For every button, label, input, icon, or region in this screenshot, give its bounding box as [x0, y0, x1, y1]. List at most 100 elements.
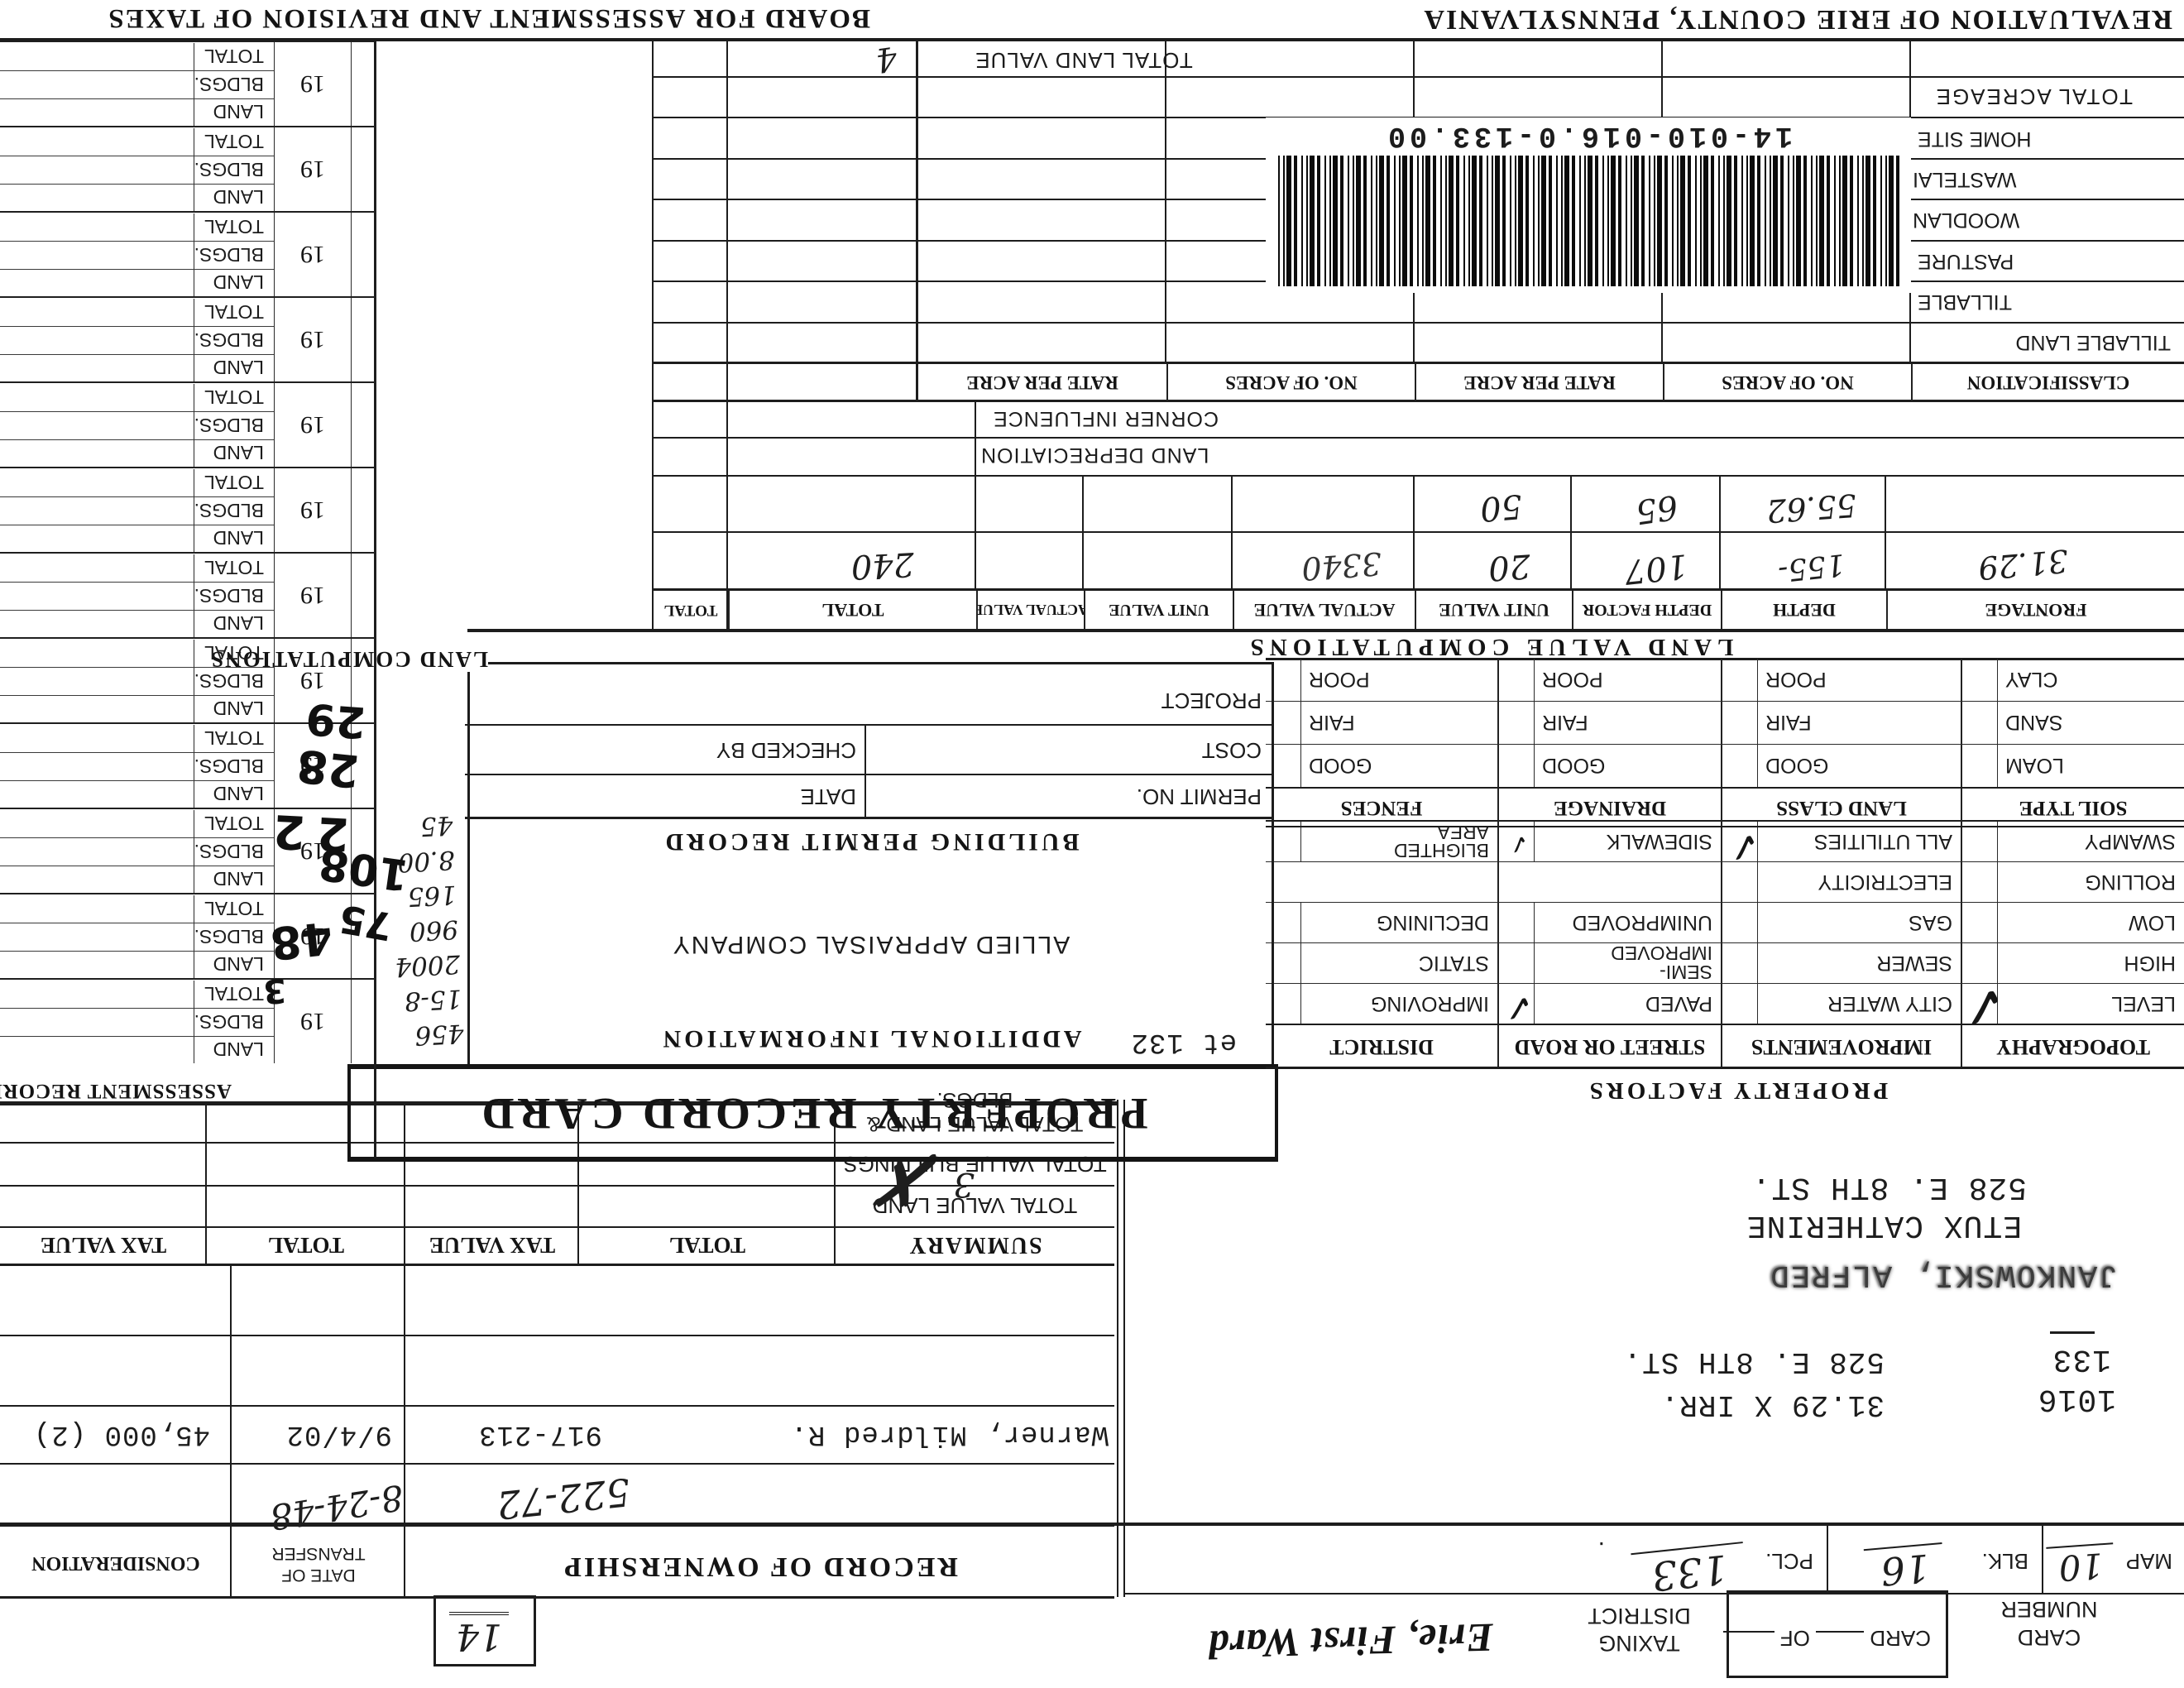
topography-level: LEVEL ✓ — [1956, 970, 2184, 1042]
classification-home-site: HOME SITE — [1918, 127, 2032, 151]
summary-top-line — [0, 1264, 1114, 1266]
blk-label: BLK. — [1981, 1549, 2028, 1574]
classification-col-header: CLASSIFICATION — [1911, 364, 2184, 400]
street-unimproved: UNIMPROVED — [1497, 903, 1721, 942]
drainage-poor: POOR — [1497, 659, 1721, 701]
assessment-bldgs-row: BLDGS. — [0, 241, 274, 269]
drainage-good: GOOD — [1497, 745, 1721, 787]
ownership-row-line-2 — [0, 1405, 1114, 1407]
summary-tax-value-col-header-2: TAX VALUE — [40, 1233, 167, 1258]
fences-col-header: FENCES — [1340, 797, 1423, 819]
summary-total-col-header-2: TOTAL — [267, 1233, 345, 1258]
no-of-acres-col-header-1: NO. OF ACRES — [1663, 364, 1911, 400]
ownership-row-line-1 — [0, 1463, 1114, 1465]
depth-value-row2-handwritten: 55.62 — [1765, 487, 1858, 530]
title-band-box: PROPERTY RECORD CARD — [347, 1064, 1278, 1162]
permit-cost-label: COST — [1201, 738, 1262, 763]
district-col-header: DISTRICT — [1329, 1035, 1434, 1059]
blk-value: 16 — [1864, 1542, 1947, 1596]
taxing-district-stamp: Erie, First Ward — [1207, 1614, 1494, 1668]
land-comp-figure: 456 — [414, 1018, 465, 1051]
assessment-year-cell: 19 — [274, 554, 352, 637]
total-land-value-label: TOTAL LAND VALUE — [975, 48, 1193, 73]
assessment-year-cell: 19 — [274, 127, 352, 211]
ownership-entry-name: Warner, Mildred R. — [789, 1418, 1109, 1450]
classification-pasture: PASTURE — [1918, 250, 2014, 273]
card-of-card-label: CARD — [1870, 1626, 1931, 1651]
computations-top-line — [467, 629, 2184, 632]
ownership-entry-book-page-handwritten: 522-72 — [494, 1469, 633, 1528]
assessment-year-group: 19 LAND BLDGS. TOTAL — [0, 211, 376, 296]
owner-spouse: ETUX CATHERINE — [1746, 1207, 2022, 1243]
assessment-land-row: LAND — [0, 439, 274, 467]
depth-value-row1-handwritten: 155- — [1776, 546, 1846, 588]
classification-header-bottom-line — [654, 362, 2184, 364]
topography-swampy: SWAMPY — [1961, 822, 2184, 861]
permit-grid-line-1 — [465, 774, 1272, 775]
parcel-id: 1016 — [2037, 1381, 2116, 1417]
total-col-header-1: TOTAL — [728, 591, 976, 629]
ownership-entry-book-page: 917-213 — [478, 1418, 602, 1450]
ownership-consideration-col-header: CONSIDERATION — [31, 1552, 200, 1574]
assessment-bldgs-row: BLDGS. — [0, 496, 274, 525]
assessment-bldgs-row: BLDGS. — [0, 326, 274, 354]
ownership-col-line-1 — [404, 1266, 405, 1597]
drainage-good-checkbox — [1499, 745, 1535, 787]
comp-col-line-5 — [1231, 475, 1233, 591]
permit-no-label: PERMIT NO. — [1136, 784, 1262, 809]
soil-loam: LOAM — [1961, 745, 2184, 787]
parcel-lot-underline — [2050, 1331, 2095, 1334]
land-class-good: GOOD — [1721, 745, 1961, 787]
factors-row-4: ROLLING ELECTRICITY — [1266, 861, 2184, 902]
assessment-year-cell: 19 — [274, 213, 352, 296]
classification-header-row: CLASSIFICATION NO. OF ACRES RATE PER ACR… — [918, 364, 2184, 400]
soil-row-loam: LOAM GOOD GOOD GOOD — [1266, 744, 2184, 787]
comp-col-line-4 — [1413, 475, 1415, 591]
topography-high: HIGH — [1961, 943, 2184, 983]
rate-per-acre-col-header-2: RATE PER ACRE — [966, 372, 1118, 393]
comp-col-line-7 — [975, 400, 976, 591]
high-checkbox — [1962, 943, 1998, 983]
corner-stamp-value: 14 — [449, 1612, 509, 1657]
fences-poor: POOR — [1266, 659, 1497, 701]
gas-checkbox — [1722, 903, 1758, 942]
assessment-total-row: TOTAL — [0, 469, 274, 496]
factors-row-3: LOW GAS UNIMPROVED DECLINING — [1266, 902, 2184, 942]
stamped-number: 28 — [294, 739, 362, 798]
ownership-entry-date: 9/4/02 — [285, 1418, 392, 1450]
clay-checkbox — [1962, 659, 1998, 701]
pcl-label: PCL. — [1765, 1549, 1813, 1574]
assessment-total-row: TOTAL — [0, 810, 274, 837]
frontage-value-handwritten: 31.29 — [1976, 542, 2070, 587]
land-value-computations-title: LAND VALUE COMPUTATIONS — [1244, 634, 1734, 660]
parcel-lot-number: 133 — [2052, 1341, 2111, 1377]
assessment-year-cell: 19 — [274, 383, 352, 467]
blk-pcl-divider — [1827, 1523, 1828, 1594]
classification-handwritten-mark: 4 — [873, 38, 900, 79]
map-value: 10 — [2045, 1542, 2116, 1590]
taxing-district-label: TAXING DISTRICT — [1588, 1604, 1691, 1656]
year-prefix: 19 — [300, 667, 325, 695]
no-of-acres-col-header-2: NO. OF ACRES — [1166, 364, 1415, 400]
assessment-land-row: LAND — [0, 950, 274, 978]
class-col-line-4 — [1165, 40, 1166, 364]
assessment-land-row: LAND — [0, 694, 274, 722]
assessment-year-group: 19 LAND BLDGS. TOTAL — [0, 126, 376, 211]
street-blank-cell — [1497, 862, 1721, 902]
depth-factor-row1-handwritten: 107 — [1622, 546, 1690, 591]
assessment-record-title: ASSESSMENT RECORD — [0, 1080, 232, 1102]
unit-value-row1-handwritten: 20 — [1487, 546, 1532, 587]
computations-row-line-1 — [654, 531, 2184, 533]
actual-value-col-header-1: ACTUAL VALUE — [1233, 591, 1415, 629]
classification-wasteland: WASTELAI — [1913, 168, 2017, 191]
owner-name: JANKOWSKI, ALFRED — [1769, 1257, 2118, 1292]
assessment-bldgs-row: BLDGS. — [0, 837, 274, 866]
assessment-bldgs-row: BLDGS. — [0, 667, 274, 695]
ownership-entry-date-handwritten: 8-24-48 — [267, 1476, 406, 1538]
improvements-city-water: CITY WATER — [1721, 984, 1961, 1024]
soil-row-clay: CLAY POOR POOR POOR — [1266, 659, 2184, 701]
assessment-total-row: TOTAL — [0, 128, 274, 156]
permit-date-label: DATE — [800, 784, 856, 809]
land-class-poor-checkbox — [1722, 659, 1758, 701]
fences-fair: FAIR — [1266, 702, 1497, 744]
